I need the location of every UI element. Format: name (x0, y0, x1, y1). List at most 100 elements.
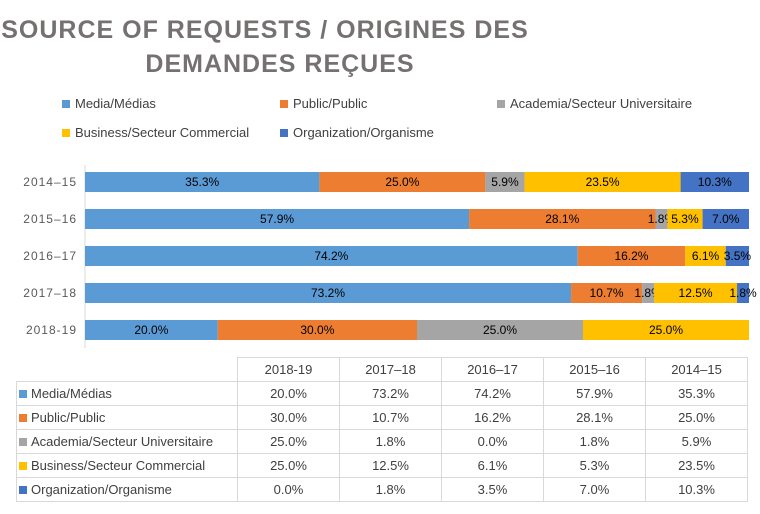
y-tick-label: 2015–16 (23, 212, 77, 226)
bar-segment (655, 209, 668, 229)
bar-segment (469, 209, 656, 229)
data-label: 25.0% (483, 323, 517, 337)
data-label: 35.3% (185, 175, 219, 189)
data-label: 5.3% (671, 212, 699, 226)
bar-segment (667, 209, 703, 229)
legend-swatch (497, 99, 505, 108)
bar-segment (583, 320, 749, 340)
bar-segment (319, 172, 486, 192)
table-cell: 74.2% (441, 381, 544, 406)
table-row-label: Media/Médias (16, 381, 238, 406)
table-cell: 57.9% (543, 381, 646, 406)
table-column-header: 2017–18 (339, 357, 442, 382)
bar-segment (737, 283, 749, 303)
table-cell: 16.2% (441, 405, 544, 430)
table-row: Media/Médias 20.0% 73.2% 74.2% 57.9% 35.3% (16, 381, 748, 406)
bar-segment (217, 320, 417, 340)
data-label: 28.1% (545, 212, 579, 226)
bar-segment (571, 283, 643, 303)
table-cell: 30.0% (237, 405, 340, 430)
data-label: 3.5% (724, 249, 752, 263)
bar-segment (680, 172, 749, 192)
table-column-header: 2015–16 (543, 357, 646, 382)
table-cell: 28.1% (543, 405, 646, 430)
data-label: 12.5% (679, 286, 713, 300)
legend-key-swatch (19, 438, 27, 446)
legend-swatch (62, 128, 70, 137)
bar-segment (642, 283, 655, 303)
table-cell: 73.2% (339, 381, 442, 406)
table-cell: 1.8% (543, 429, 646, 454)
data-label: 23.5% (586, 175, 620, 189)
table-cell: 0.0% (237, 477, 340, 502)
y-tick-label: 2018-19 (26, 323, 77, 337)
table-cell: 25.0% (237, 429, 340, 454)
legend-key-swatch (19, 414, 27, 422)
data-label: 74.2% (314, 249, 348, 263)
y-tick-label: 2016–17 (23, 249, 77, 263)
table-cell: 35.3% (645, 381, 748, 406)
data-label: 10.7% (590, 286, 624, 300)
table-cell: 1.8% (339, 429, 442, 454)
legend-key-swatch (19, 390, 27, 398)
bar-segment (485, 172, 525, 192)
legend-swatch (280, 128, 288, 137)
legend-item: Academia/Secteur Universitaire (497, 96, 692, 111)
table-row-label: Public/Public (16, 405, 238, 430)
bar-segment (85, 172, 320, 192)
legend-label: Academia/Secteur Universitaire (510, 96, 693, 111)
legend-swatch (280, 99, 288, 108)
table-cell: 0.0% (441, 429, 544, 454)
bar-segment (524, 172, 681, 192)
legend-label: Business/Secteur Commercial (75, 125, 250, 140)
y-tick-label: 2014–15 (23, 175, 77, 189)
bar-segment (85, 209, 470, 229)
table-corner (16, 357, 238, 382)
data-label: 7.0% (712, 212, 740, 226)
data-label: 73.2% (311, 286, 345, 300)
table-row: Academia/Secteur Universitaire 25.0% 1.8% 0… (16, 429, 748, 454)
legend-key-swatch (19, 486, 27, 494)
bar-segment (85, 246, 578, 266)
data-label: 5.9% (491, 175, 519, 189)
chart-title-line-2: DEMANDES REÇUES (145, 50, 415, 78)
legend-item: Media/Médias (62, 96, 156, 111)
data-label: 57.9% (260, 212, 294, 226)
y-tick-label: 2017–18 (23, 286, 77, 300)
table-row-label: Academia/Secteur Universitaire (16, 429, 238, 454)
data-label: 25.0% (649, 323, 683, 337)
legend-item: Business/Secteur Commercial (62, 125, 249, 140)
table-cell: 5.3% (543, 453, 646, 478)
table-row-label: Organization/Organisme (16, 477, 238, 502)
legend-label: Media/Médias (75, 96, 156, 111)
data-label: 20.0% (134, 323, 168, 337)
table-row: Public/Public 30.0% 10.7% 16.2% 28.1% 25.0% (16, 405, 748, 430)
table-cell: 25.0% (645, 405, 748, 430)
data-label: 6.1% (692, 249, 720, 263)
data-label: 30.0% (300, 323, 334, 337)
table-cell: 23.5% (645, 453, 748, 478)
table-cell: 1.8% (339, 477, 442, 502)
table-cell: 10.7% (339, 405, 442, 430)
table-cell: 20.0% (237, 381, 340, 406)
bar-segment (577, 246, 686, 266)
table-row: Business/Secteur Commercial 25.0% 12.5% 6.1… (16, 453, 748, 478)
data-label: 1.8% (729, 286, 757, 300)
legend-item: Organization/Organisme (280, 125, 434, 140)
legend-key-swatch (19, 462, 27, 470)
data-label: 25.0% (385, 175, 419, 189)
chart-title-line-1: SOURCE OF REQUESTS / ORIGINES DES (1, 16, 529, 44)
legend-item: Public/Public (280, 96, 367, 111)
table-cell: 5.9% (645, 429, 748, 454)
legend-label: Organization/Organisme (293, 125, 434, 140)
bar-segment (85, 320, 218, 340)
legend-label: Public/Public (293, 96, 368, 111)
table-cell: 7.0% (543, 477, 646, 502)
bar-segment (725, 246, 749, 266)
table-cell: 6.1% (441, 453, 544, 478)
data-label: 16.2% (614, 249, 648, 263)
table-cell: 3.5% (441, 477, 544, 502)
bar-segment (654, 283, 738, 303)
